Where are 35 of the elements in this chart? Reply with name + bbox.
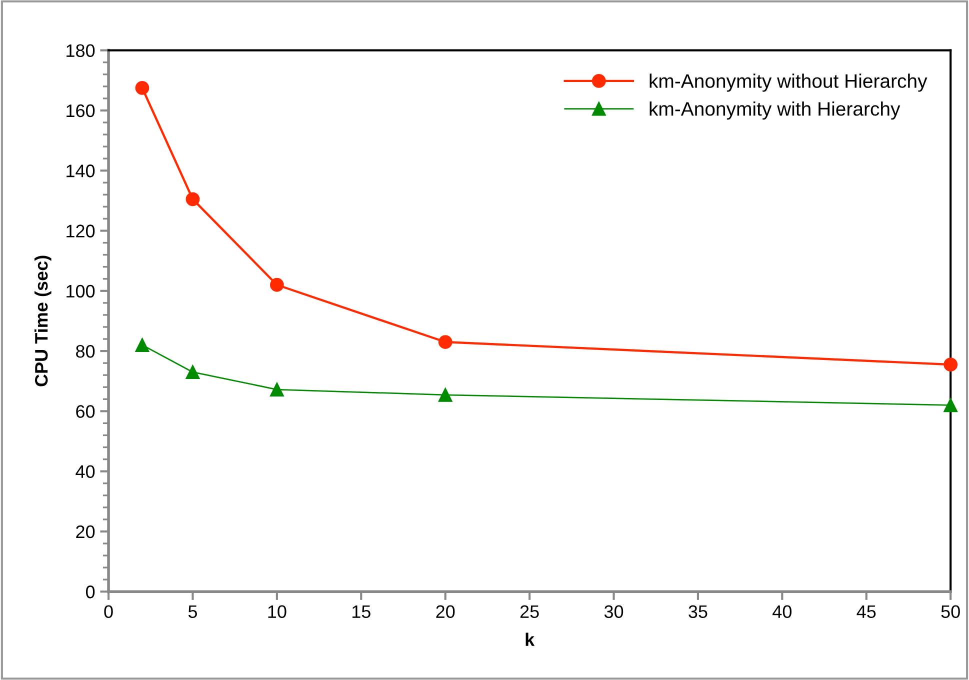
x-tick-label: 35 [688, 605, 708, 618]
point [438, 388, 452, 402]
point [186, 365, 200, 380]
x-tick-label: 0 [104, 605, 113, 618]
x-tick-label: 5 [188, 605, 197, 618]
point [270, 382, 284, 396]
y-tick-label: 80 [76, 344, 95, 358]
y-axis-title: CPU Time (sec) [34, 256, 52, 386]
y-tick-label: 100 [66, 284, 95, 298]
point [944, 398, 958, 412]
x-tick-label: 25 [520, 605, 539, 618]
y-tick-label: 0 [86, 586, 95, 598]
y-tick-label: 20 [76, 525, 95, 538]
x-tick-label: 40 [772, 605, 792, 618]
x-tick-label: 50 [941, 605, 960, 618]
x-tick-label: 10 [268, 605, 286, 618]
y-tick-label: 160 [66, 104, 95, 118]
x-tick-label: 30 [604, 605, 624, 618]
x-tick-label: 15 [352, 605, 370, 618]
y-tick-label: 120 [66, 224, 95, 238]
y-tick-label: 180 [66, 44, 95, 58]
point [186, 192, 200, 206]
legend-label: km-Anonymity with Hierarchy [650, 102, 900, 120]
point [944, 358, 958, 372]
point [135, 338, 150, 352]
x-tick-label: 20 [436, 605, 455, 618]
point [270, 278, 284, 292]
point [438, 335, 452, 349]
legend-label: km-Anonymity without Hierarchy [650, 74, 928, 92]
x-axis-title: k [526, 632, 535, 646]
point [135, 80, 150, 95]
y-tick-label: 140 [66, 164, 95, 178]
x-tick-label: 45 [856, 605, 876, 618]
y-tick-label: 60 [76, 405, 95, 418]
y-tick-label: 40 [76, 465, 95, 478]
